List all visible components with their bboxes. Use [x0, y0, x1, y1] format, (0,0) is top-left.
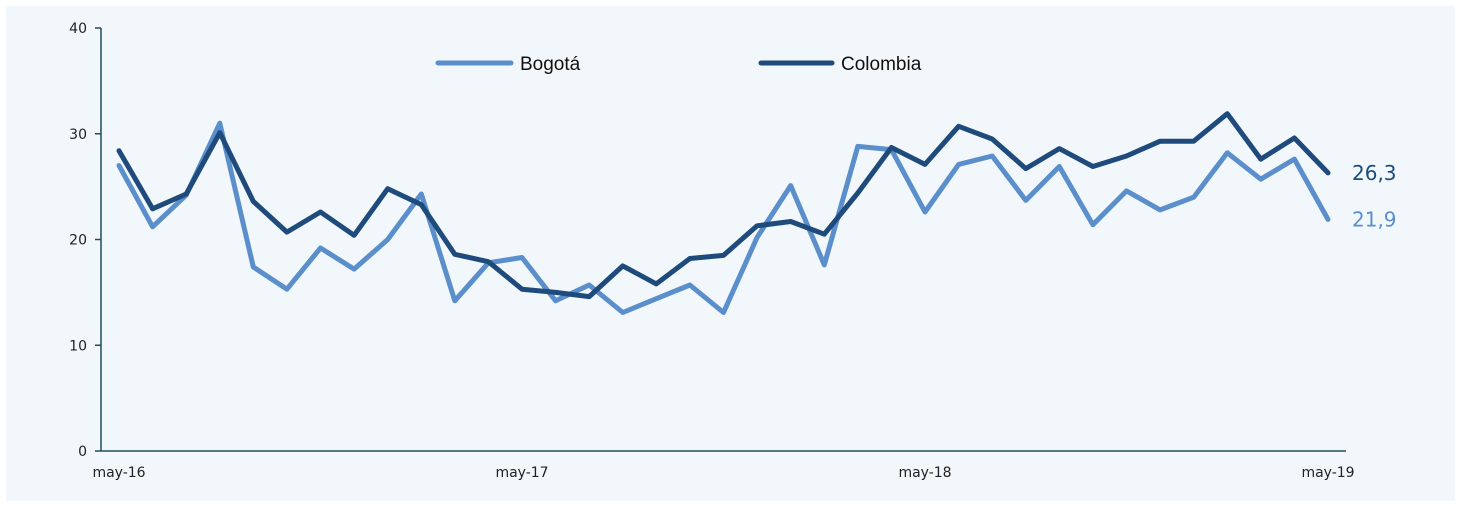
legend-label: Colombia	[841, 54, 922, 75]
y-tick-label: 40	[69, 21, 87, 37]
chart-panel: 0 10 20 30 40 may-16 may-17 may-18 may-19 Bogot…	[6, 6, 1455, 501]
legend: Bogotá Colombia	[435, 54, 922, 75]
x-axis: may-16 may-17 may-18 may-19	[92, 450, 1355, 481]
end-value-label: 26,3	[1352, 161, 1397, 185]
y-tick-label: 0	[78, 444, 87, 460]
end-labels: 21,9 26,3	[1352, 161, 1397, 232]
y-tick-label: 10	[69, 338, 87, 354]
series-lines	[116, 111, 1331, 315]
x-tick-label: may-16	[92, 465, 145, 481]
y-tick-label: 20	[69, 233, 87, 249]
end-value-label: 21,9	[1352, 207, 1397, 231]
x-tick-label: may-19	[1301, 465, 1354, 481]
series-line-bogota	[116, 120, 1331, 315]
legend-label: Bogotá	[520, 54, 581, 75]
y-axis: 0 10 20 30 40	[69, 21, 102, 460]
x-tick-label: may-18	[898, 465, 951, 481]
x-tick-label: may-17	[495, 465, 548, 481]
y-tick-label: 30	[69, 127, 87, 143]
series-line-colombia	[116, 111, 1331, 300]
line-chart: 0 10 20 30 40 may-16 may-17 may-18 may-19 Bogot…	[69, 21, 1397, 481]
